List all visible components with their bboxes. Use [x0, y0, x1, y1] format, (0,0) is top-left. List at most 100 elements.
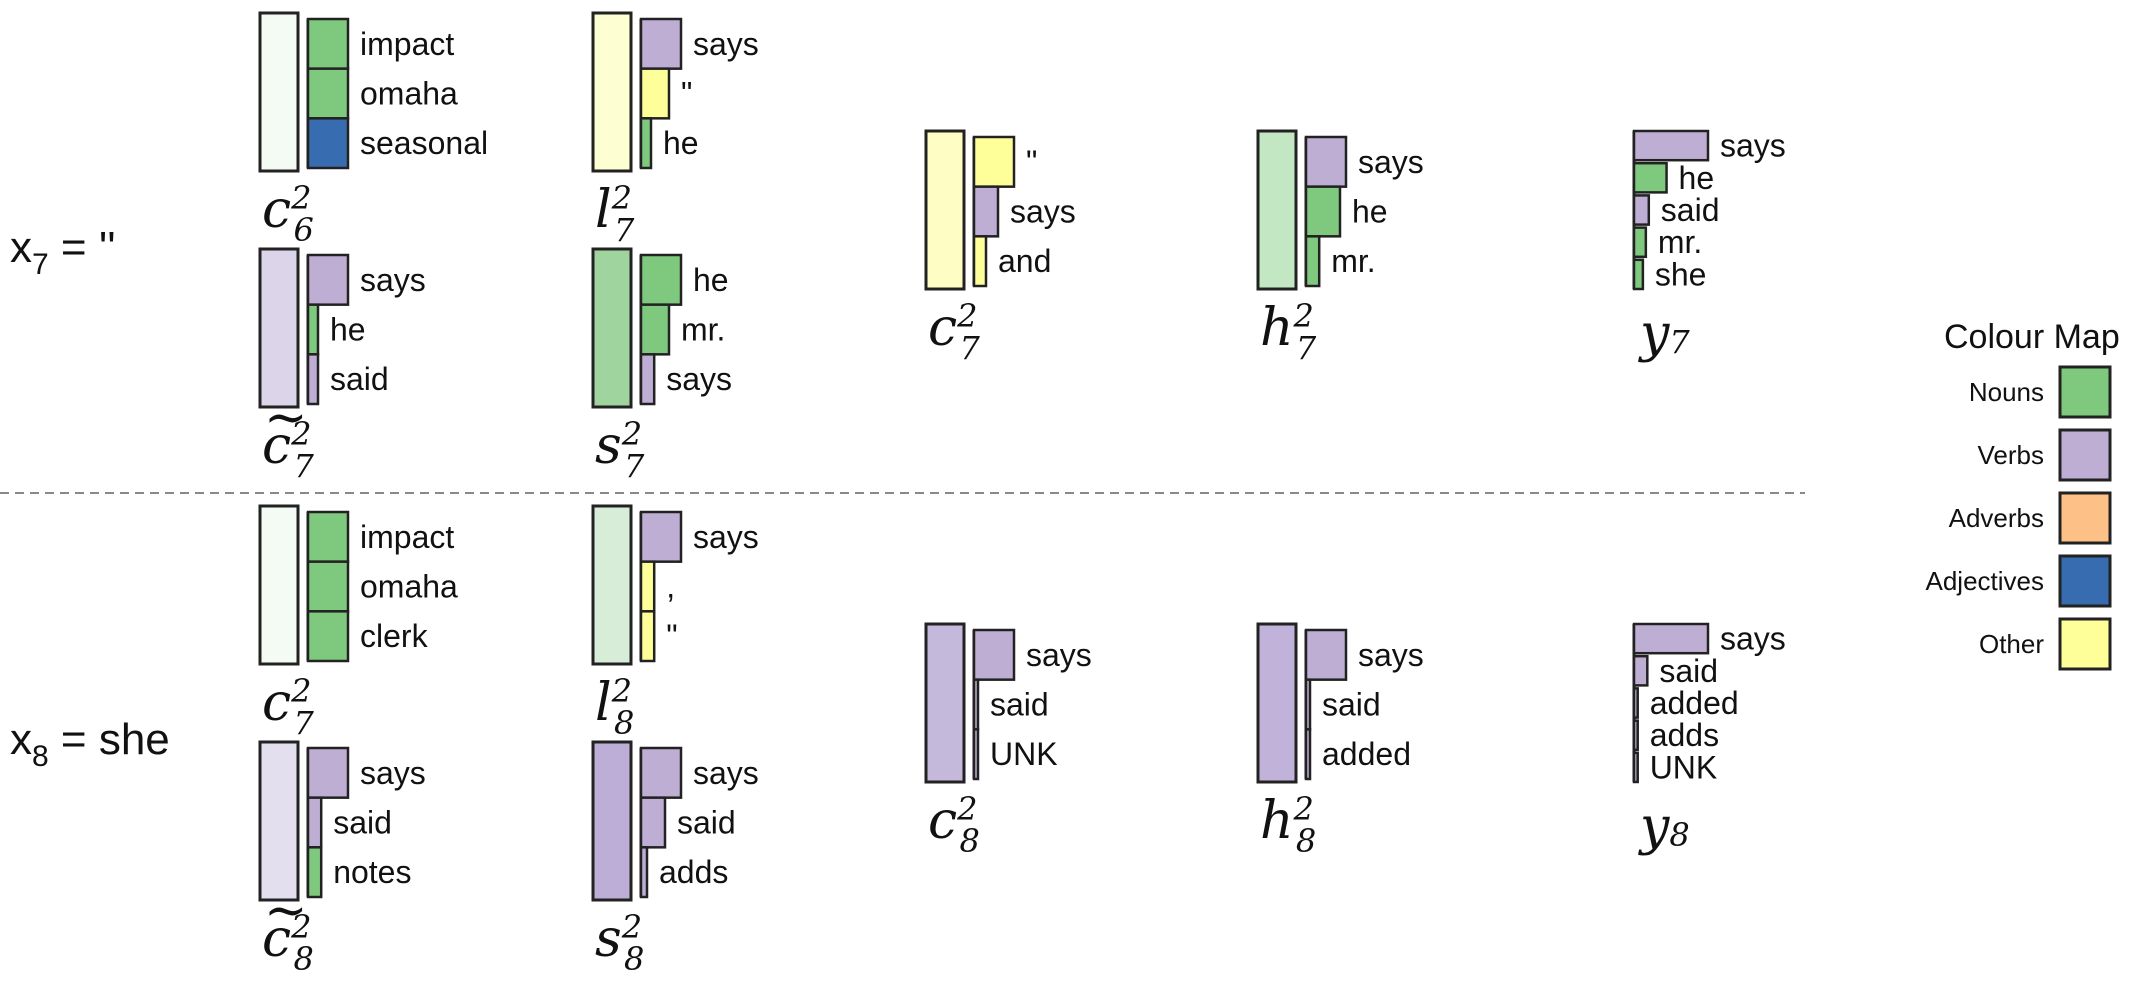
- bar-he: [1304, 185, 1342, 238]
- word-label-adds: adds: [659, 854, 728, 890]
- cell-ctilde-7: says he said c2 7~: [258, 247, 426, 485]
- cell-label-c-7: c2 7: [262, 672, 314, 742]
- bar-said: [1632, 654, 1649, 687]
- word-label-says: says: [693, 519, 759, 555]
- context-box: [924, 622, 966, 784]
- word-label-says: says: [360, 262, 426, 298]
- bar-mr: [639, 303, 671, 356]
- word-label-said: said: [677, 805, 736, 841]
- bar-said: [1304, 678, 1312, 731]
- word-label-unk: UNK: [990, 736, 1058, 772]
- bar-she: [1632, 258, 1645, 291]
- bar-says: [639, 510, 683, 563]
- bar-adds: [1632, 719, 1639, 752]
- word-label-punct: ,: [666, 569, 675, 605]
- word-label-she: she: [1655, 256, 1707, 292]
- word-label-omaha: omaha: [360, 76, 458, 112]
- row-labels: x7 = '' x8 = she: [10, 223, 170, 773]
- bar-omaha: [306, 67, 350, 120]
- cell-c-7: impact omaha clerk c2 7: [258, 504, 458, 742]
- word-label-mr: mr.: [1658, 224, 1702, 260]
- cell-label-ctilde-8: c2 8: [262, 908, 314, 978]
- cell-label-s-7: s2 7: [595, 415, 645, 485]
- cell-label-c-8: c2 8: [928, 790, 980, 860]
- bar-unk: [972, 728, 980, 781]
- colour-map-legend: Colour Map Nouns Verbs Adverbs Adjectives Oth…: [1926, 318, 2120, 671]
- word-label-said: said: [330, 361, 389, 397]
- context-box: [1256, 129, 1298, 291]
- legend-item-other: Other: [1979, 617, 2112, 671]
- context-box: [591, 11, 633, 173]
- bar-says: [639, 353, 656, 406]
- legend-item-verbs: Verbs: [1978, 428, 2112, 482]
- bar-says: [1304, 628, 1348, 681]
- word-label-said: said: [1659, 653, 1718, 689]
- word-label-adds: adds: [1650, 717, 1719, 753]
- cell-l-7: says" he l2 7: [591, 11, 759, 249]
- context-box: [258, 247, 300, 409]
- cell-label-y-8: y8: [1638, 797, 1690, 857]
- row-label-1: x7 = '': [10, 223, 116, 281]
- bar-added: [1304, 728, 1312, 781]
- context-box: [258, 740, 300, 902]
- context-box: [591, 247, 633, 409]
- bar-adds: [639, 846, 649, 899]
- bar-says: [639, 17, 683, 70]
- word-label-says: says: [1720, 621, 1786, 657]
- cell-label-h-7: h2 7: [1260, 297, 1317, 367]
- bar-says: [972, 185, 1000, 238]
- bar-said: [306, 796, 323, 849]
- word-label-says: says: [1720, 128, 1786, 164]
- word-label-impact: impact: [360, 519, 454, 555]
- legend-item-nouns: Nouns: [1969, 365, 2112, 419]
- cell-label-h-8: h2 8: [1260, 790, 1316, 860]
- word-label-said: said: [1322, 687, 1381, 723]
- word-label-impact: impact: [360, 26, 454, 62]
- bar-mr: [1304, 235, 1321, 288]
- cell-l-8: says, " l2 8: [591, 504, 759, 742]
- bar-impact: [306, 510, 350, 563]
- word-label-said: said: [333, 805, 392, 841]
- bar-says: [639, 746, 683, 799]
- bar-he: [1632, 161, 1668, 194]
- cell-label-l-8: l2 8: [595, 672, 634, 742]
- bar-seasonal: [306, 117, 350, 170]
- word-label-he: he: [663, 125, 699, 161]
- bar-punct: [972, 135, 1016, 188]
- word-label-he: he: [330, 312, 366, 348]
- word-label-he: he: [693, 262, 729, 298]
- cell-s-8: says said adds s2 8: [591, 740, 759, 978]
- bar-said: [306, 353, 320, 406]
- bar-says: [306, 253, 350, 306]
- bar-he: [306, 303, 320, 356]
- word-label-says: says: [1010, 194, 1076, 230]
- word-label-says: says: [1358, 144, 1424, 180]
- context-box: [258, 11, 300, 173]
- bar-says: [972, 628, 1016, 681]
- legend-swatch: [2058, 428, 2112, 482]
- bar-and: [972, 235, 988, 288]
- legend-label: Verbs: [1978, 440, 2045, 470]
- bar-punct: [639, 610, 656, 663]
- word-label-omaha: omaha: [360, 569, 458, 605]
- legend-label: Nouns: [1969, 377, 2044, 407]
- legend-label: Adverbs: [1949, 503, 2044, 533]
- cell-label-s-8: s2 8: [595, 908, 644, 978]
- legend-item-adverbs: Adverbs: [1949, 491, 2112, 545]
- cell-label-l-7: l2 7: [595, 179, 635, 249]
- bar-mr: [1632, 226, 1648, 259]
- bar-notes: [306, 846, 323, 899]
- bar-punct: [639, 560, 656, 613]
- context-box: [258, 504, 300, 666]
- legend-swatch: [2058, 554, 2112, 608]
- word-label-says: says: [693, 26, 759, 62]
- word-label-seasonal: seasonal: [360, 125, 488, 161]
- bar-says: [1304, 135, 1348, 188]
- word-label-he: he: [1679, 160, 1715, 196]
- word-label-added: added: [1650, 685, 1739, 721]
- bar-says: [1632, 622, 1710, 655]
- tilde-mark: ~: [264, 881, 308, 941]
- cell-h-7: says he mr. h2 7: [1256, 129, 1424, 367]
- word-label-says: says: [1026, 637, 1092, 673]
- word-label-he: he: [1352, 194, 1388, 230]
